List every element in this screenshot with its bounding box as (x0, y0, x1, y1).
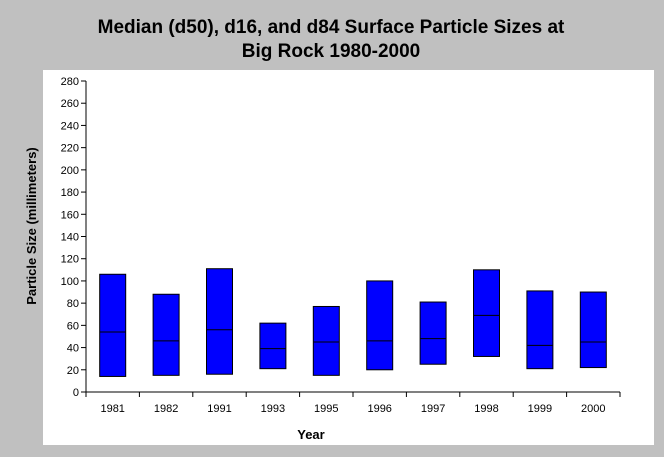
box-1999 (526, 290, 554, 370)
y-tick-label-100: 100 (61, 276, 79, 288)
x-tick-label-1996: 1996 (367, 403, 391, 415)
y-tick-label-280: 280 (61, 76, 79, 88)
y-tick-label-240: 240 (61, 120, 79, 132)
x-tick-label-1998: 1998 (474, 403, 498, 415)
y-tick-label-200: 200 (61, 165, 79, 177)
boxes-group (99, 268, 607, 377)
x-axis-title: Year (297, 427, 324, 442)
box-2000 (579, 291, 607, 369)
box-1981 (99, 273, 127, 377)
box-1996 (366, 280, 394, 371)
y-tick-label-40: 40 (67, 343, 79, 355)
chart-title-line-1: Median (d50), d16, and d84 Surface Parti… (98, 17, 565, 38)
axes-group: 0 20 40 60 80 100 120 140 160 180 200 220 240 260 280 1… (61, 76, 621, 415)
box-1993 (259, 322, 287, 370)
y-tick-label-120: 120 (61, 254, 79, 266)
x-tick-label-1981: 1981 (100, 403, 124, 415)
chart-title-line-2: Big Rock 1980-2000 (242, 41, 421, 62)
x-tick-label-1991: 1991 (207, 403, 231, 415)
box-1998 (473, 269, 500, 357)
x-tick-label-1995: 1995 (314, 403, 338, 415)
y-tick-label-60: 60 (67, 320, 79, 332)
y-tick-label-180: 180 (61, 187, 79, 199)
y-axis-title: Particle Size (millimeters) (24, 147, 39, 305)
x-tick-label-1982: 1982 (154, 403, 178, 415)
y-tick-label-160: 160 (61, 209, 79, 221)
box-1982 (152, 293, 180, 376)
x-tick-label-1993: 1993 (261, 403, 285, 415)
x-tick-label-1999: 1999 (528, 403, 552, 415)
box-1991 (206, 268, 233, 375)
y-tick-label-140: 140 (61, 232, 79, 244)
box-1995 (312, 305, 340, 376)
x-tick-label-1997: 1997 (421, 403, 445, 415)
y-tick-label-80: 80 (67, 298, 79, 310)
x-tick-label-2000: 2000 (581, 403, 605, 415)
y-tick-label-260: 260 (61, 98, 79, 110)
y-tick-label-20: 20 (67, 365, 79, 377)
plot-background (43, 70, 654, 445)
y-tick-label-220: 220 (61, 143, 79, 155)
box-1997 (419, 301, 447, 365)
y-tick-label-0: 0 (73, 387, 79, 399)
